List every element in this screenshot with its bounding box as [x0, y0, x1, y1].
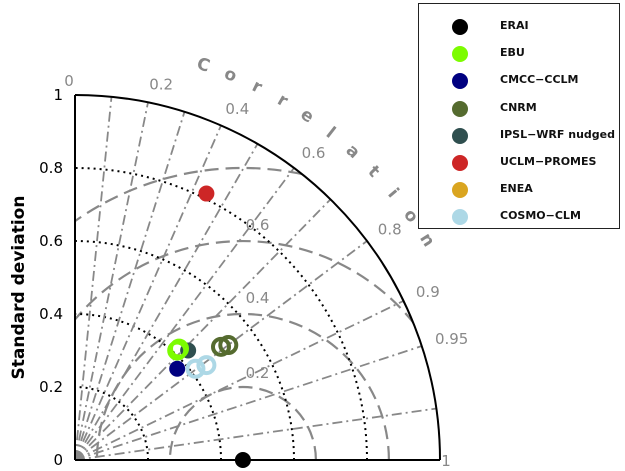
data-points: [167, 185, 239, 379]
correlation-label-letter: l: [322, 123, 339, 142]
rmsd-tick-label-3: 0.6: [246, 216, 270, 234]
legend-label: EBU: [500, 46, 525, 60]
correlation-ray-6: [75, 167, 295, 460]
data-point: [196, 355, 217, 376]
correlation-label-letter: e: [297, 104, 318, 127]
legend-label: ENEA: [500, 182, 533, 196]
correlation-tick-label-4: 0.6: [302, 144, 326, 162]
correlation-label-letter: r: [274, 90, 292, 112]
correlation-tick-label-6: 0.9: [416, 283, 440, 301]
std-tick-label-3: 0.4: [39, 305, 63, 323]
legend-item: COSMO−CLM: [419, 205, 619, 229]
std-tick-label-4: 0.6: [39, 232, 63, 250]
legend-marker: [452, 209, 468, 226]
grid: [75, 96, 440, 460]
legend-label: CMCC−CCLM: [500, 73, 579, 87]
correlation-ray-4: [75, 125, 222, 460]
correlation-ray-1: [75, 96, 113, 460]
outer-arc: [74, 94, 441, 461]
correlation-ray-5: [75, 143, 259, 460]
data-point: [198, 185, 215, 202]
std-circle-3: [75, 240, 295, 460]
data-point: [169, 360, 186, 377]
legend-marker: [452, 19, 468, 35]
correlation-ray-3: [75, 111, 186, 460]
std-tick-label-1: 0: [53, 451, 63, 469]
legend-marker: [452, 46, 468, 63]
correlation-label-letter: o: [221, 64, 239, 87]
correlation-label-letter: t: [364, 162, 384, 182]
data-point: [169, 338, 190, 359]
correlation-tick-label-7: 0.95: [435, 330, 468, 348]
correlation-label-letter: r: [249, 76, 266, 98]
correlation-label-letter: C: [194, 54, 212, 77]
correlation-label-letter: n: [415, 230, 438, 251]
correlation-ray-9: [75, 300, 404, 460]
legend-item: UCLM−PROMES: [419, 151, 619, 175]
rmsd-circle-1: [168, 385, 317, 460]
rmsd-tick-label-2: 0.4: [246, 289, 270, 307]
y-axis-label: Standard deviation: [9, 196, 29, 380]
std-tick-label-6: 1: [53, 86, 63, 104]
data-point: [218, 335, 239, 356]
legend: ERAI EBU CMCC−CCLM CNRM IPSL−WRF nudged UCLM−…: [418, 3, 620, 229]
legend-label: UCLM−PROMES: [500, 155, 597, 168]
correlation-tick-label-1: 0: [64, 72, 74, 90]
legend-item: CMCC−CCLM: [419, 69, 619, 93]
legend-label: CNRM: [500, 100, 537, 114]
legend-marker: [452, 73, 468, 90]
correlation-tick-label-5: 0.8: [378, 220, 402, 238]
legend-label: IPSL−WRF nudged: [500, 127, 615, 141]
x-tick-label-1: 1: [441, 452, 451, 470]
correlation-ray-7: [75, 198, 332, 460]
legend-marker: [452, 155, 468, 171]
std-tick-label-2: 0.2: [39, 378, 63, 396]
correlation-tick-label-3: 0.4: [225, 100, 249, 118]
reference-point: [234, 452, 251, 468]
correlation-ray-11: [75, 407, 437, 460]
std-circle-2: [75, 313, 222, 460]
legend-item: EBU: [419, 42, 619, 66]
correlation-label-letter: a: [342, 140, 364, 163]
legend-item: CNRM: [419, 97, 619, 121]
legend-item: ERAI: [419, 15, 619, 39]
correlation-ray-2: [75, 102, 149, 460]
data-point: [185, 358, 206, 379]
legend-item: IPSL−WRF nudged: [419, 124, 619, 148]
legend-label: ERAI: [500, 19, 529, 32]
legend-item: ENEA: [419, 178, 619, 202]
legend-marker: [452, 100, 468, 117]
legend-marker: [452, 127, 468, 144]
std-tick-label-5: 0.8: [39, 159, 63, 177]
rmsd-tick-label-1: 0.2: [246, 364, 270, 382]
correlation-label-letter: i: [383, 185, 402, 202]
legend-marker: [452, 182, 468, 199]
correlation-tick-label-2: 0.2: [149, 76, 173, 94]
rmsd-circle-2: [95, 312, 390, 460]
std-circle-4: [75, 167, 368, 460]
correlation-ray-10: [75, 345, 423, 460]
legend-label: COSMO−CLM: [500, 209, 581, 223]
